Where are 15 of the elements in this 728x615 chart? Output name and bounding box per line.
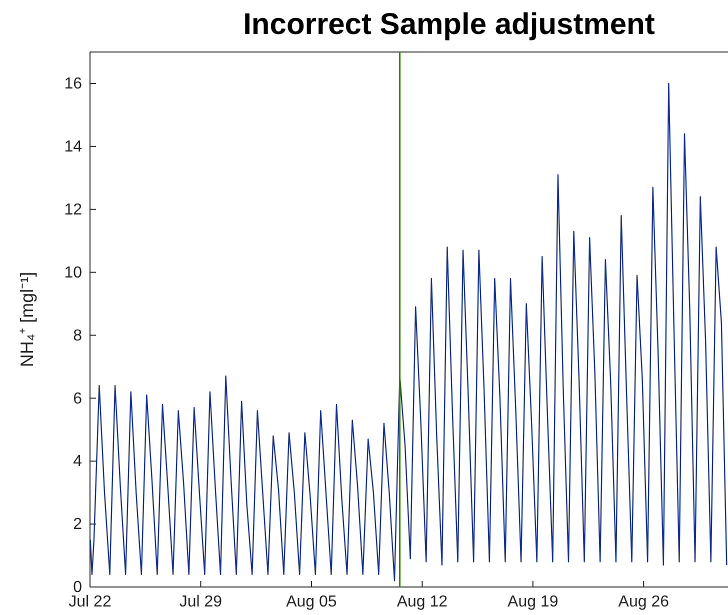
chart-title: Incorrect Sample adjustment bbox=[243, 8, 655, 41]
x-tick-label: Jul 29 bbox=[179, 593, 222, 610]
x-tick-label: Aug 12 bbox=[396, 593, 448, 610]
y-tick-label: 2 bbox=[73, 516, 82, 534]
y-tick-label: 6 bbox=[73, 390, 82, 408]
y-tick-label: 14 bbox=[64, 138, 82, 156]
y-tick-label: 10 bbox=[64, 264, 82, 282]
y-tick-label: 8 bbox=[73, 327, 82, 344]
y-tick-label: 12 bbox=[64, 201, 82, 218]
x-tick-label: Aug 26 bbox=[618, 593, 670, 610]
x-tick-label: Aug 19 bbox=[508, 593, 558, 610]
x-tick-label: Aug 05 bbox=[286, 593, 337, 610]
y-tick-label: 16 bbox=[64, 76, 82, 93]
y-axis-title: NH₄⁺ [mgl⁻¹] bbox=[17, 272, 37, 368]
y-tick-label: 4 bbox=[73, 453, 82, 470]
